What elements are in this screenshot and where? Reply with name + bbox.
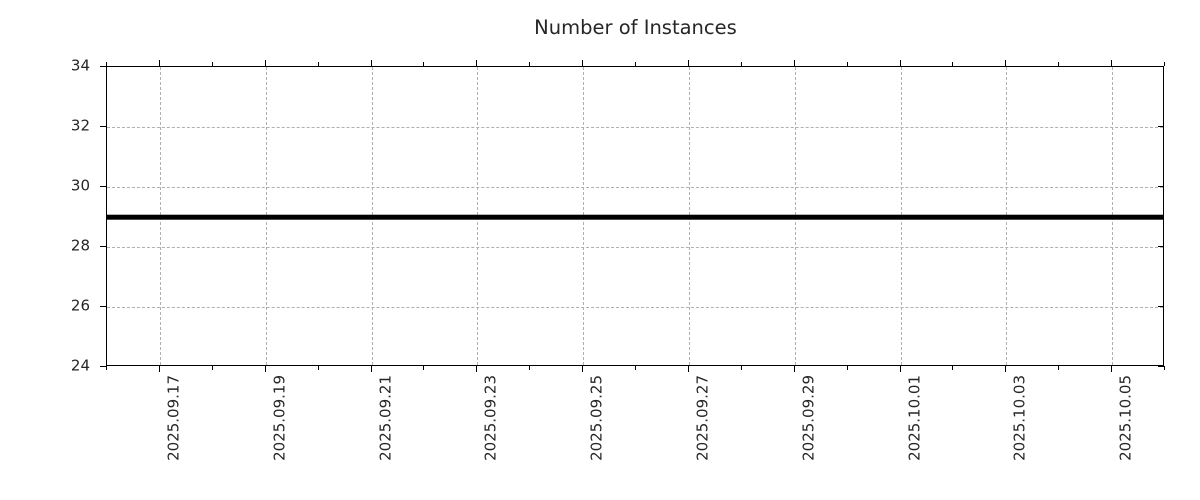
x-axis-label: 2025.09.27 [693,375,712,461]
y-axis-tick [100,366,106,367]
x-axis-label: 2025.09.25 [587,375,606,461]
y-axis-tick [100,246,106,247]
y-axis-label: 28 [70,236,90,255]
y-axis-tick [100,186,106,187]
x-axis-tick [1005,60,1007,66]
x-axis-tick [687,60,689,66]
x-axis-label: 2025.09.23 [481,375,500,461]
x-axis-label: 2025.09.19 [270,375,289,461]
plot-area [106,66,1164,366]
x-axis-tick [1164,366,1165,370]
y-axis-tick [1158,306,1164,307]
x-axis-tick [370,60,372,66]
y-axis-label: 26 [70,296,90,315]
y-axis-tick [100,66,106,67]
x-axis-tick [476,366,478,372]
x-axis-label: 2025.10.03 [1010,375,1029,461]
gridline-horizontal [107,187,1163,188]
x-axis-tick [317,62,319,66]
x-axis-tick [1111,60,1113,66]
chart-title: Number of Instances [534,16,737,39]
x-axis-tick [952,62,954,66]
x-axis-tick [106,62,107,66]
x-axis-tick [1058,62,1060,66]
x-axis-tick [899,366,901,372]
y-axis-tick [1158,186,1164,187]
y-axis-tick [1158,246,1164,247]
x-axis-tick [370,366,372,372]
x-axis-tick [635,366,636,370]
x-axis-tick [1164,62,1165,66]
y-axis-tick [1158,66,1164,67]
x-axis-tick [740,366,742,370]
x-axis-tick [106,366,107,370]
x-axis-tick [158,60,160,66]
y-axis-label: 32 [70,116,90,135]
x-axis-tick [952,366,954,370]
x-axis-tick [582,60,584,66]
y-axis-label: 30 [70,176,90,195]
x-axis-tick [582,366,584,372]
x-axis-tick [264,60,266,66]
x-axis-tick [740,62,742,66]
data-series-line [107,214,1163,220]
gridline-horizontal [107,307,1163,308]
x-axis-tick [211,62,213,66]
x-axis-tick [317,366,319,370]
x-axis-tick [423,62,425,66]
y-axis-tick [100,306,106,307]
y-axis-tick [1158,366,1164,367]
x-axis-tick [1111,366,1113,372]
y-axis-label: 24 [70,356,90,375]
x-axis-tick [158,366,160,372]
x-axis-label: 2025.10.01 [905,375,923,461]
x-axis-tick [793,366,795,372]
x-axis-tick [423,366,425,370]
x-axis-tick [846,62,848,66]
x-axis-tick [264,366,266,372]
x-axis-tick [476,60,478,66]
x-axis-tick [635,62,636,66]
gridline-horizontal [107,247,1163,248]
x-axis-tick [793,60,795,66]
x-axis-tick [899,60,901,66]
x-axis-tick [529,62,531,66]
x-axis-label: 2025.09.17 [164,375,183,461]
x-axis-tick [687,366,689,372]
y-axis-tick [100,126,106,127]
x-axis-tick [846,366,848,370]
y-axis-label: 34 [70,56,90,75]
x-axis-tick [1005,366,1007,372]
x-axis-tick [529,366,531,370]
x-axis-tick [1058,366,1060,370]
x-axis-tick [211,366,213,370]
gridline-horizontal [107,127,1163,128]
y-axis-tick [1158,126,1164,127]
x-axis-label: 2025.10.05 [1116,375,1135,461]
x-axis-label: 2025.09.29 [799,375,818,461]
x-axis-label: 2025.09.21 [376,375,394,461]
